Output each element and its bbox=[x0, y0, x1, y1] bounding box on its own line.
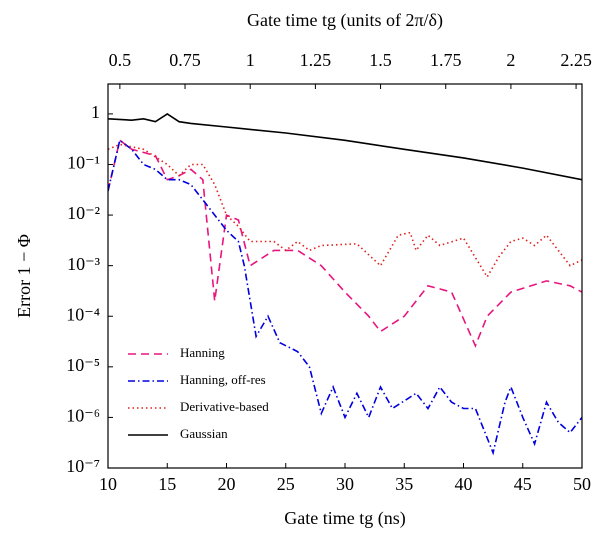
y-tick-label: 1 bbox=[91, 102, 100, 122]
x2-tick-label: 1.25 bbox=[300, 50, 332, 70]
y-tick-label: 10⁻⁴ bbox=[66, 304, 100, 324]
y-tick-label: 10⁻¹ bbox=[67, 153, 100, 173]
line bbox=[108, 138, 582, 348]
x-tick-label: 50 bbox=[573, 474, 591, 494]
x-axis-label: Gate time tg (ns) bbox=[284, 508, 405, 529]
x-tick-label: 15 bbox=[158, 474, 176, 494]
y-tick-label: 10⁻⁷ bbox=[66, 456, 100, 476]
x-tick-label: 40 bbox=[455, 474, 473, 494]
line bbox=[108, 112, 582, 181]
y-tick-label: 10⁻⁶ bbox=[66, 406, 100, 426]
x2-axis-label: Gate time tg (units of 2π/δ) bbox=[247, 10, 443, 31]
x-tick-label: 10 bbox=[99, 474, 117, 494]
x2-tick-label: 2.25 bbox=[560, 50, 592, 70]
y-axis-label: Error 1 − Φ bbox=[14, 234, 34, 318]
x-tick-label: 25 bbox=[277, 474, 295, 494]
y-tick-label: 10⁻⁵ bbox=[66, 355, 100, 375]
plot-frame bbox=[107, 83, 583, 469]
x2-tick-label: 0.5 bbox=[109, 50, 132, 70]
y-tick-label: 10⁻² bbox=[67, 203, 100, 223]
legend-label: Hanning, off-res bbox=[180, 372, 266, 387]
line bbox=[108, 138, 582, 456]
legend-label: Hanning bbox=[180, 345, 225, 360]
x2-tick-label: 1.75 bbox=[430, 50, 462, 70]
legend-label: Derivative-based bbox=[180, 399, 269, 414]
y-tick-label: 10⁻³ bbox=[67, 254, 101, 274]
x2-tick-label: 2 bbox=[506, 50, 515, 70]
legend-label: Gaussian bbox=[180, 426, 228, 441]
x2-tick-label: 0.75 bbox=[169, 50, 201, 70]
line bbox=[108, 143, 582, 279]
x-tick-label: 30 bbox=[336, 474, 354, 494]
x2-tick-label: 1 bbox=[246, 50, 255, 70]
x2-tick-label: 1.5 bbox=[369, 50, 392, 70]
x-tick-label: 35 bbox=[395, 474, 413, 494]
x-tick-label: 45 bbox=[514, 474, 532, 494]
x-tick-label: 20 bbox=[218, 474, 236, 494]
